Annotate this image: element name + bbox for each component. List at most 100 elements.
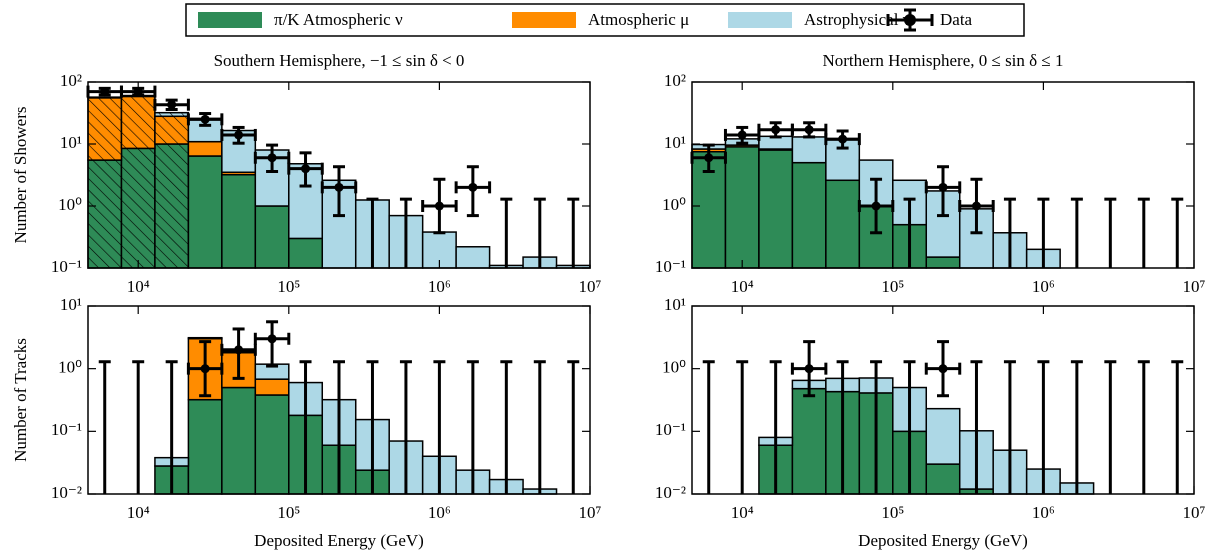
data-point [971, 201, 981, 211]
x-tick-label: 10⁴ [731, 277, 754, 296]
excluded-hatch [121, 95, 155, 269]
x-tick-label: 10⁵ [277, 503, 300, 522]
histogram-bar [825, 139, 861, 182]
y-tick-label: 10⁻¹ [51, 257, 82, 276]
y-tick-label: 10⁻² [51, 483, 82, 502]
plot-frame [691, 305, 1195, 495]
legend-label: Atmospheric μ [588, 10, 689, 29]
x-tick-label: 10⁵ [277, 277, 300, 296]
x-tick-label: 10⁶ [428, 277, 451, 296]
data-point [938, 182, 948, 192]
data-point [301, 164, 311, 174]
legend-label: Astrophysical ν [804, 10, 911, 29]
histogram-bar [254, 205, 290, 269]
data-point [267, 334, 277, 344]
data-point [938, 364, 948, 374]
y-tick-label: 10¹ [664, 295, 686, 314]
histogram-bar [455, 246, 491, 269]
data-point [434, 201, 444, 211]
histogram-bar [288, 237, 324, 269]
data-point [871, 201, 881, 211]
x-tick-label: 10⁷ [1183, 503, 1206, 522]
panel-title: Southern Hemisphere, −1 ≤ sin δ < 0 [214, 51, 465, 70]
x-tick-label: 10⁷ [1183, 277, 1206, 296]
data-point [737, 130, 747, 140]
data-point [133, 87, 143, 97]
y-tick-label: 10¹ [664, 133, 686, 152]
legend: π/K Atmospheric ν Atmospheric μ Astrophy… [185, 3, 1025, 37]
histogram-bar [791, 387, 827, 495]
histogram-bar [925, 407, 961, 465]
y-tick-label: 10⁰ [662, 358, 686, 377]
y-tick-label: 10⁰ [662, 195, 686, 214]
y-tick-label: 10⁻² [655, 483, 686, 502]
data-point [234, 345, 244, 355]
y-tick-label: 10⁻¹ [655, 420, 686, 439]
x-tick-label: 10⁵ [881, 503, 904, 522]
legend-swatch [198, 12, 262, 28]
data-point [771, 125, 781, 135]
data-point [334, 182, 344, 192]
histogram-bar [187, 140, 223, 157]
histogram-bar [925, 463, 961, 495]
x-tick-label: 10⁶ [428, 503, 451, 522]
data-point [267, 153, 277, 163]
histogram-bar [724, 146, 760, 269]
data-point [804, 125, 814, 135]
histogram-bar [187, 155, 223, 269]
y-tick-label: 10¹ [60, 133, 82, 152]
data-point [704, 153, 714, 163]
x-tick-label: 10⁴ [127, 503, 150, 522]
x-tick-label: 10⁶ [1032, 503, 1055, 522]
data-point [234, 130, 244, 140]
x-axis-label: Deposited Energy (GeV) [858, 531, 1028, 550]
y-tick-label: 10² [664, 71, 686, 90]
histogram-bar [925, 256, 961, 269]
data-point [804, 364, 814, 374]
y-tick-label: 10² [60, 71, 82, 90]
histogram-bar [791, 136, 827, 164]
data-point [200, 114, 210, 124]
data-point [838, 134, 848, 144]
histogram-bar [221, 173, 257, 269]
histogram-bar [187, 398, 223, 495]
y-tick-label: 10⁻¹ [51, 420, 82, 439]
x-tick-label: 10⁴ [731, 503, 754, 522]
y-tick-label: 10⁻¹ [655, 257, 686, 276]
panel-title: Northern Hemisphere, 0 ≤ sin δ ≤ 1 [822, 51, 1063, 70]
plot-frame [691, 81, 1195, 269]
histogram-bar [825, 179, 861, 269]
excluded-hatch [88, 97, 122, 268]
histogram-bar [221, 386, 257, 495]
plot-frame [87, 305, 591, 495]
legend-swatch [512, 12, 576, 28]
x-axis-label: Deposited Energy (GeV) [254, 531, 424, 550]
y-axis-label: Number of Showers [11, 107, 30, 244]
legend-label: π/K Atmospheric ν [274, 10, 403, 29]
y-tick-label: 10⁰ [58, 195, 82, 214]
data-point [200, 364, 210, 374]
x-tick-label: 10⁷ [579, 503, 602, 522]
histogram-bar [187, 336, 223, 340]
legend-label: Data [940, 10, 973, 29]
histogram-bar [758, 149, 794, 269]
x-tick-label: 10⁶ [1032, 277, 1055, 296]
histogram-bar [791, 161, 827, 269]
y-axis-label: Number of Tracks [11, 338, 30, 462]
histogram-bar [254, 394, 290, 495]
excluded-hatch [154, 112, 189, 269]
y-tick-label: 10⁰ [58, 358, 82, 377]
legend-data-marker [886, 8, 934, 32]
plot-frame [87, 81, 591, 269]
x-tick-label: 10⁷ [579, 277, 602, 296]
data-point [100, 87, 110, 97]
x-tick-label: 10⁴ [127, 277, 150, 296]
data-point [167, 100, 177, 110]
legend-box [185, 3, 1025, 37]
histogram-bar [254, 378, 290, 396]
x-tick-label: 10⁵ [881, 277, 904, 296]
data-point [468, 182, 478, 192]
y-tick-label: 10¹ [60, 295, 82, 314]
